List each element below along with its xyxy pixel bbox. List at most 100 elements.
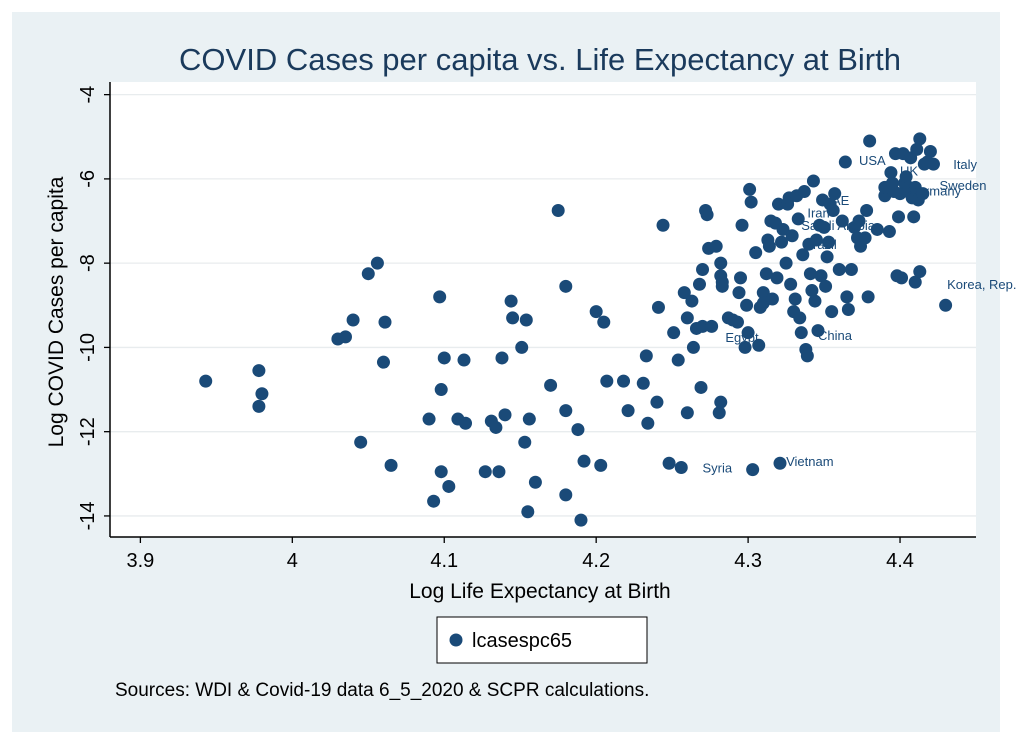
data-point: [844, 262, 858, 276]
data-point: [641, 416, 655, 430]
data-point: [551, 203, 565, 217]
data-point: [870, 222, 884, 236]
data-point: [694, 380, 708, 394]
data-point: [797, 185, 811, 199]
data-point: [814, 269, 828, 283]
data-point: [860, 203, 874, 217]
point-annotation: Syria: [703, 460, 733, 475]
data-point: [916, 187, 930, 201]
data-point: [498, 408, 512, 422]
data-point: [437, 351, 451, 365]
data-point: [677, 286, 691, 300]
data-point: [825, 305, 839, 319]
data-point: [442, 479, 456, 493]
data-point: [662, 456, 676, 470]
data-point: [639, 349, 653, 363]
data-point: [738, 340, 752, 354]
data-point: [775, 235, 789, 249]
data-point: [796, 248, 810, 262]
data-point: [803, 267, 817, 281]
data-point: [756, 286, 770, 300]
data-point: [840, 290, 854, 304]
data-point: [577, 454, 591, 468]
data-point: [427, 494, 441, 508]
data-point: [741, 326, 755, 340]
data-point: [926, 157, 940, 171]
data-point: [820, 250, 834, 264]
data-point: [594, 458, 608, 472]
data-point: [667, 326, 681, 340]
point-annotation: Egypt: [725, 330, 759, 345]
data-point: [712, 406, 726, 420]
data-point: [650, 395, 664, 409]
data-point: [376, 355, 390, 369]
data-point: [746, 463, 760, 477]
data-point: [863, 134, 877, 148]
y-axis-title: Log COVID Cases per capita: [45, 176, 68, 447]
y-tick-label: -14: [77, 501, 99, 530]
data-point: [788, 292, 802, 306]
data-point: [492, 465, 506, 479]
data-point: [252, 364, 266, 378]
data-point: [504, 294, 518, 308]
data-points: [199, 132, 953, 527]
data-point: [378, 315, 392, 329]
legend: lcasespc65: [436, 616, 648, 664]
x-tick-label: 3.9: [126, 550, 154, 572]
data-point: [651, 300, 665, 314]
data-point: [832, 262, 846, 276]
data-point: [518, 435, 532, 449]
data-point: [882, 225, 896, 239]
data-point: [817, 220, 831, 234]
data-point: [433, 290, 447, 304]
data-point: [559, 279, 573, 293]
data-point: [422, 412, 436, 426]
data-point: [892, 210, 906, 224]
data-point: [730, 315, 744, 329]
data-point: [617, 374, 631, 388]
data-point: [770, 271, 784, 285]
data-point: [923, 145, 937, 159]
data-point: [700, 208, 714, 222]
data-point: [771, 197, 785, 211]
axis-ticks: -4 -6 -8 -10 -12 -14 3.9 4 4.1 4.2 4.3 4.4: [77, 86, 914, 572]
data-point: [895, 271, 909, 285]
point-annotation: UAE: [823, 193, 850, 208]
point-annotation: Saudi Arabia: [801, 218, 875, 233]
data-point: [686, 340, 700, 354]
legend-label: lcasespc65: [472, 630, 572, 652]
data-point: [574, 513, 588, 527]
point-annotation: Italy: [953, 157, 977, 172]
data-point: [806, 174, 820, 188]
data-point: [809, 233, 823, 247]
data-point: [495, 351, 509, 365]
point-annotation: Vietnam: [786, 454, 833, 469]
data-point: [656, 218, 670, 232]
x-tick-label: 4.4: [886, 550, 914, 572]
y-tick-label: -8: [77, 254, 99, 272]
chart-title: COVID Cases per capita vs. Life Expectan…: [179, 42, 901, 77]
data-point: [776, 222, 790, 236]
data-point: [705, 319, 719, 333]
point-annotation: Brazil: [804, 237, 837, 252]
data-point: [762, 239, 776, 253]
y-tick-label: -4: [77, 86, 99, 104]
data-point: [589, 305, 603, 319]
data-point: [749, 246, 763, 260]
data-point: [515, 340, 529, 354]
x-tick-label: 4.1: [430, 550, 458, 572]
data-point: [785, 229, 799, 243]
data-point: [784, 277, 798, 291]
data-point: [522, 412, 536, 426]
data-point: [621, 404, 635, 418]
data-point: [913, 132, 927, 146]
data-point: [759, 267, 773, 281]
data-point: [826, 203, 840, 217]
data-point: [709, 239, 723, 253]
source-note: Sources: WDI & Covid-19 data 6_5_2020 & …: [115, 680, 649, 701]
data-point: [338, 330, 352, 344]
data-point: [457, 353, 471, 367]
data-point: [252, 399, 266, 413]
data-point: [835, 214, 849, 228]
